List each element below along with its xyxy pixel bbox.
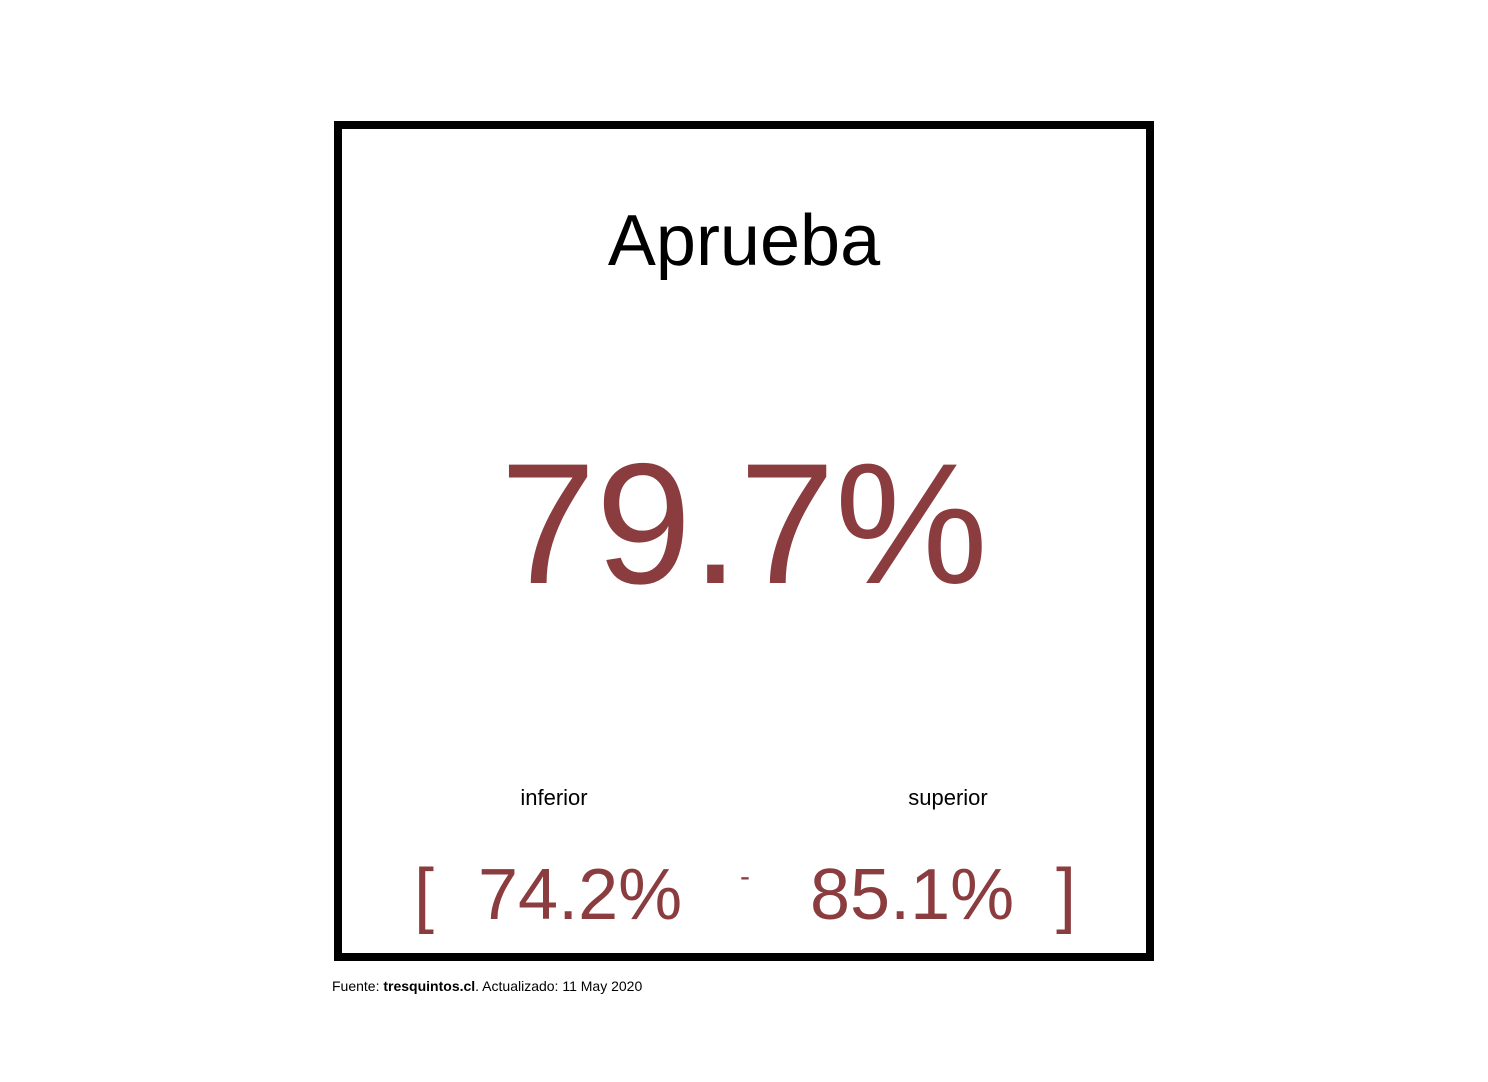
footer-prefix: Fuente:	[332, 978, 384, 994]
range-separator: -	[740, 860, 750, 893]
range-open-bracket: [	[414, 855, 435, 935]
main-percentage: 79.7%	[500, 428, 988, 620]
footer-source: tresquintos.cl	[383, 978, 476, 994]
range-close-bracket: ]	[1056, 855, 1077, 935]
card-title: Aprueba	[607, 201, 881, 281]
lower-bound-label: inferior	[520, 785, 588, 810]
lower-bound-value: 74.2%	[478, 855, 683, 935]
result-card: Aprueba 79.7% inferior superior [ 74.2% …	[334, 121, 1154, 961]
upper-bound-label: superior	[908, 785, 988, 810]
footer-updated: . Actualizado: 11 May 2020	[475, 978, 643, 994]
upper-bound-value: 85.1%	[810, 855, 1015, 935]
source-footer: Fuente: tresquintos.cl. Actualizado: 11 …	[332, 977, 642, 995]
